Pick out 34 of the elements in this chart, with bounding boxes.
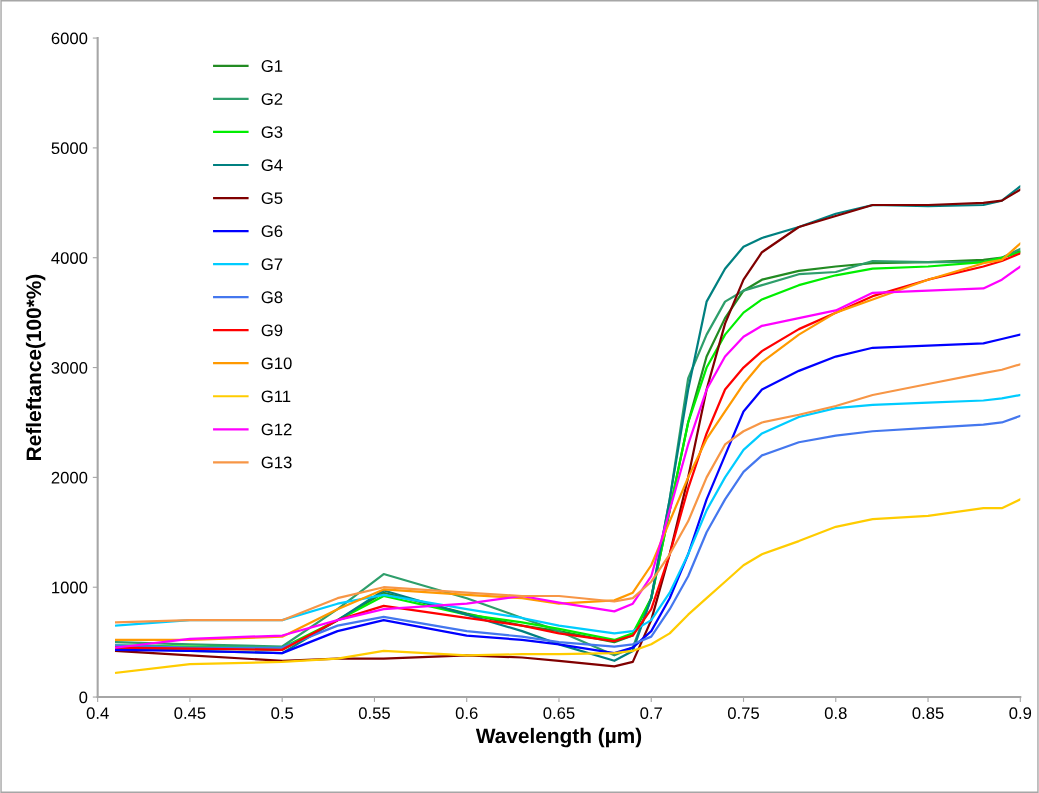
legend-label: G8: [261, 291, 283, 304]
x-axis-title: Wavelength (µm): [475, 727, 642, 748]
legend-label: G1: [261, 60, 283, 72]
line-series: [115, 498, 1021, 674]
x-tick-label: 0.55: [358, 707, 390, 720]
legend-label: G10: [261, 357, 292, 370]
legend-label: G3: [261, 126, 283, 138]
x-tick-label: 0.4: [86, 707, 109, 720]
x-tick-label: 0.65: [543, 707, 575, 720]
y-tick-label: 5000: [51, 142, 88, 155]
x-tick-label: 0.9: [1009, 707, 1032, 720]
x-tick-label: 0.8: [824, 707, 847, 720]
y-tick-label: 4000: [51, 252, 88, 264]
y-tick-label: 1000: [52, 581, 88, 594]
x-tick-label: 0.85: [912, 707, 944, 720]
legend-label: G7: [261, 258, 283, 271]
legend-label: G4: [261, 159, 283, 172]
legend-label: G2: [261, 93, 283, 105]
y-tick-label: 2000: [51, 471, 88, 484]
legend-label: G6: [261, 225, 283, 238]
x-tick-label: 0.5: [271, 707, 294, 720]
legend-label: G12: [261, 423, 292, 436]
y-axis-title: Refleftance(100*%): [25, 274, 46, 460]
y-tick-label: 6000: [51, 32, 88, 45]
x-tick-label: 0.45: [174, 707, 206, 720]
y-tick-label: 0: [79, 691, 88, 704]
y-tick-label: 3000: [51, 361, 88, 374]
x-tick-label: 0.7: [640, 707, 662, 720]
legend-label: G5: [261, 192, 283, 205]
legend-label: G9: [261, 324, 283, 337]
legend-label: G11: [261, 390, 291, 403]
x-tick-label: 0.75: [727, 707, 760, 720]
legend-label: G13: [261, 456, 292, 469]
x-tick-label: 0.6: [455, 707, 478, 720]
